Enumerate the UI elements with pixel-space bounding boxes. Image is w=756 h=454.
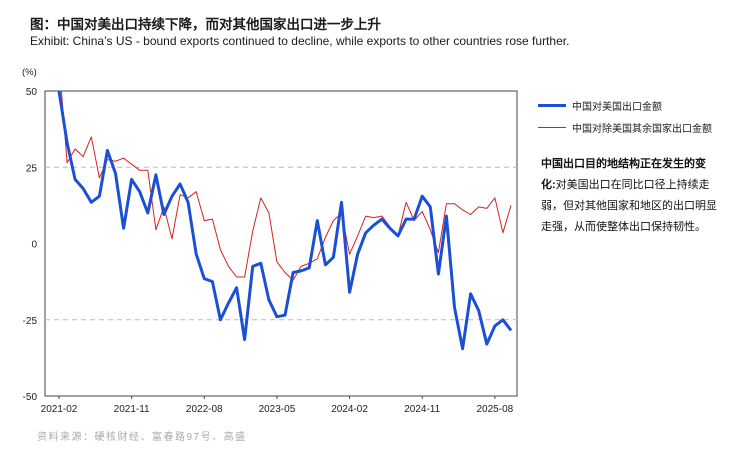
chart-subtitle: Exhibit: China’s US - bound exports cont…	[30, 34, 570, 48]
x-tick-label: 2024-11	[404, 404, 440, 415]
y-tick-label: 25	[26, 163, 38, 174]
x-tick-label: 2021-02	[41, 404, 78, 415]
y-tick-label: -25	[23, 316, 38, 327]
legend: 中国对美国出口金额 中国对除美国其余国家出口金额	[538, 94, 712, 138]
x-tick-label: 2023-05	[259, 404, 296, 415]
annotation-note: 中国出口目的地结构正在发生的变化:对美国出口在同比口径上持续走弱，但对其他国家和…	[541, 154, 719, 238]
note-heading: 中国出口目的地结构正在发生的变化:	[541, 158, 706, 191]
x-tick-label: 2025-08	[477, 404, 514, 415]
y-tick-label: -50	[23, 392, 38, 403]
x-tick-label: 2021-11	[114, 404, 150, 415]
legend-swatch-us	[538, 103, 566, 107]
y-unit-label: (%)	[22, 67, 37, 78]
chart-title: 图：中国对美出口持续下降，而对其他国家出口进一步上升	[30, 17, 381, 32]
x-tick-label: 2024-02	[331, 404, 368, 415]
y-tick-label: 50	[26, 87, 38, 98]
legend-item-others: 中国对除美国其余国家出口金额	[538, 116, 712, 138]
source-note: 资料来源：硬核财经、富春路97号、高盛	[37, 432, 247, 443]
legend-item-us: 中国对美国出口金额	[538, 94, 712, 116]
plot-frame	[44, 90, 518, 397]
legend-swatch-others	[538, 126, 566, 128]
note-body: 对美国出口在同比口径上持续走弱，但对其他国家和地区的出口明显走强，从而使整体出口…	[541, 179, 717, 233]
legend-label-others: 中国对除美国其余国家出口金额	[572, 123, 712, 135]
x-tick-label: 2022-08	[186, 404, 223, 415]
y-tick-label: 0	[31, 240, 37, 251]
series-line-us	[57, 91, 513, 351]
legend-label-us: 中国对美国出口金额	[572, 101, 662, 113]
